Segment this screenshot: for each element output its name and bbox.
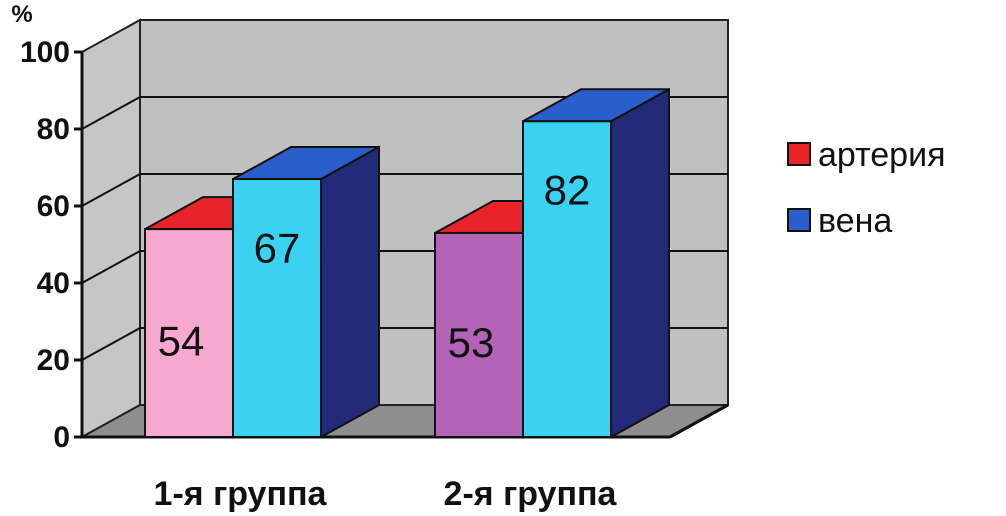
data-label: 53 [448, 319, 495, 366]
y-axis-unit: % [11, 1, 32, 28]
y-tick-label: 0 [53, 421, 70, 454]
data-label: 82 [544, 167, 591, 214]
bar-vena-1 [232, 145, 380, 439]
legend-item: вена [787, 202, 892, 240]
gridline-side [81, 173, 141, 207]
bar-front [144, 228, 234, 438]
category-labels: 1-я группа 2-я группа [154, 475, 618, 513]
legend-item: артерия [787, 136, 945, 174]
y-tick-label: 20 [37, 344, 70, 377]
legend: артерия вена [787, 136, 945, 240]
y-tick-label: 100 [20, 36, 70, 69]
legend-label: вена [818, 202, 892, 240]
legend-swatch [787, 142, 811, 166]
gridline-side [81, 96, 141, 130]
y-tick-label: 60 [37, 190, 70, 223]
side-wall [81, 18, 141, 439]
y-axis: 0 20 40 60 80 100% [11, 1, 729, 454]
legend-swatch [787, 208, 811, 232]
bars [144, 87, 670, 439]
bar-side [610, 87, 670, 439]
gridline-side [81, 327, 141, 361]
gridline-side [81, 250, 141, 284]
data-label: 67 [254, 224, 301, 271]
bar-side [320, 145, 380, 439]
legend-label: артерия [818, 136, 945, 174]
x-axis-depth-line [669, 403, 729, 439]
category-label: 2-я группа [444, 475, 618, 513]
y-tick-label: 80 [37, 113, 70, 146]
bar-front [434, 231, 524, 438]
bar-front [522, 120, 612, 439]
data-labels: 54 67 53 82 [158, 167, 591, 367]
data-label: 54 [158, 317, 205, 364]
y-tick-label: 40 [37, 267, 70, 300]
bar-front [232, 178, 322, 439]
bar-vena-2 [522, 87, 670, 439]
category-label: 1-я группа [154, 475, 328, 513]
